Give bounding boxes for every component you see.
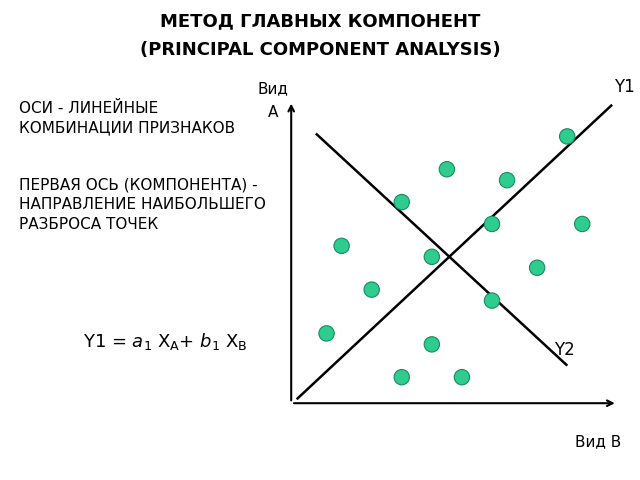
Ellipse shape (319, 326, 334, 341)
Ellipse shape (424, 249, 440, 264)
Text: (PRINCIPAL COMPONENT ANALYSIS): (PRINCIPAL COMPONENT ANALYSIS) (140, 41, 500, 59)
Ellipse shape (364, 282, 380, 297)
Text: ПЕРВАЯ ОСЬ (КОМПОНЕНТА) -
НАПРАВЛЕНИЕ НАИБОЛЬШЕГО
РАЗБРОСА ТОЧЕК: ПЕРВАЯ ОСЬ (КОМПОНЕНТА) - НАПРАВЛЕНИЕ НА… (19, 178, 266, 232)
Ellipse shape (484, 216, 500, 232)
Ellipse shape (529, 260, 545, 276)
Ellipse shape (334, 238, 349, 253)
Ellipse shape (484, 293, 500, 308)
Ellipse shape (499, 172, 515, 188)
Text: Вид: Вид (258, 81, 289, 96)
Text: МЕТОД ГЛАВНЫХ КОМПОНЕНТ: МЕТОД ГЛАВНЫХ КОМПОНЕНТ (160, 12, 480, 30)
Text: ОСИ - ЛИНЕЙНЫЕ
КОМБИНАЦИИ ПРИЗНАКОВ: ОСИ - ЛИНЕЙНЫЕ КОМБИНАЦИИ ПРИЗНАКОВ (19, 101, 236, 135)
Ellipse shape (575, 216, 590, 232)
Ellipse shape (394, 370, 410, 385)
Ellipse shape (454, 370, 470, 385)
Text: Вид В: Вид В (575, 434, 621, 449)
Ellipse shape (394, 194, 410, 210)
Ellipse shape (439, 162, 454, 177)
Ellipse shape (559, 129, 575, 144)
Text: Y2: Y2 (554, 341, 574, 359)
Text: А: А (268, 105, 278, 120)
Text: Y1: Y1 (614, 78, 635, 96)
Text: Y1 = $a_1$ X$_\mathregular{A}$+ $b_1$ X$_\mathregular{B}$: Y1 = $a_1$ X$_\mathregular{A}$+ $b_1$ X$… (83, 331, 248, 352)
Ellipse shape (424, 336, 440, 352)
